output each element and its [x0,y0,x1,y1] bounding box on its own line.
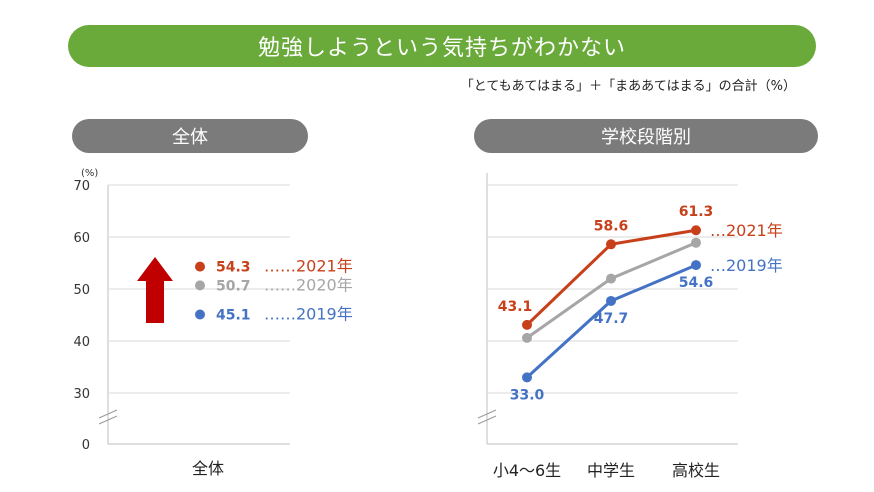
left-value-label-y2019: 45.1 [216,307,251,323]
chart-title: 勉強しようという気持ちがわかない [257,36,626,61]
left-x-tick-label: 全体 [192,459,224,478]
right-value-label-y2019: 33.0 [510,387,545,403]
left-y-tick-label: 0 [82,438,90,453]
left-legend-y2019: ……2019年 [264,304,353,323]
red-up-arrow-icon [137,257,173,323]
left-point-y2021 [195,261,205,272]
left-point-y2019 [195,309,205,320]
right-point-y2020 [606,273,616,284]
chart-subtitle: 「とてもあてはまる」＋「まああてはまる」の合計（%） [460,79,796,94]
right-value-label-y2019: 54.6 [679,275,714,291]
right-point-y2021 [522,319,532,330]
right-axis-break [477,415,497,425]
left-y-unit-label: (%) [81,168,98,179]
right-legend-y2021: …2021年 [710,221,783,240]
left-axis-break [98,409,118,419]
right-value-label-y2021: 43.1 [498,299,533,315]
right-value-label-y2019: 47.7 [594,311,629,327]
left-y-tick-label: 40 [73,335,90,350]
right-x-tick-label: 中学生 [587,461,635,480]
right-value-label-y2021: 61.3 [679,204,714,220]
left-panel-title: 全体 [72,119,308,153]
right-axis-break [477,409,497,419]
left-value-label-y2020: 50.7 [216,278,251,294]
left-legend-y2020: ……2020年 [264,275,353,294]
right-point-y2020 [691,237,701,248]
right-point-y2019 [522,372,532,383]
left-axis-break [98,415,118,425]
right-point-y2019 [691,260,701,271]
right-x-tick-label: 高校生 [672,461,720,480]
left-point-y2020 [195,280,205,291]
left-y-tick-label: 70 [73,179,90,194]
right-x-tick-label: 小4～6生 [493,461,561,480]
right-point-y2020 [522,332,532,343]
left-y-tick-label: 50 [73,283,90,298]
right-point-y2019 [606,295,616,306]
left-y-tick-label: 60 [73,231,90,246]
left-legend-y2021: ……2021年 [264,257,353,276]
right-point-y2021 [606,239,616,250]
chart-title-banner: 勉強しようという気持ちがわかない [68,25,816,67]
right-value-label-y2021: 58.6 [594,218,629,234]
right-panel-title: 学校段階別 [474,119,818,153]
left-value-label-y2021: 54.3 [216,260,251,276]
right-point-y2021 [691,225,701,236]
right-legend-y2019: …2019年 [710,256,783,275]
left-y-tick-label: 30 [73,387,90,402]
